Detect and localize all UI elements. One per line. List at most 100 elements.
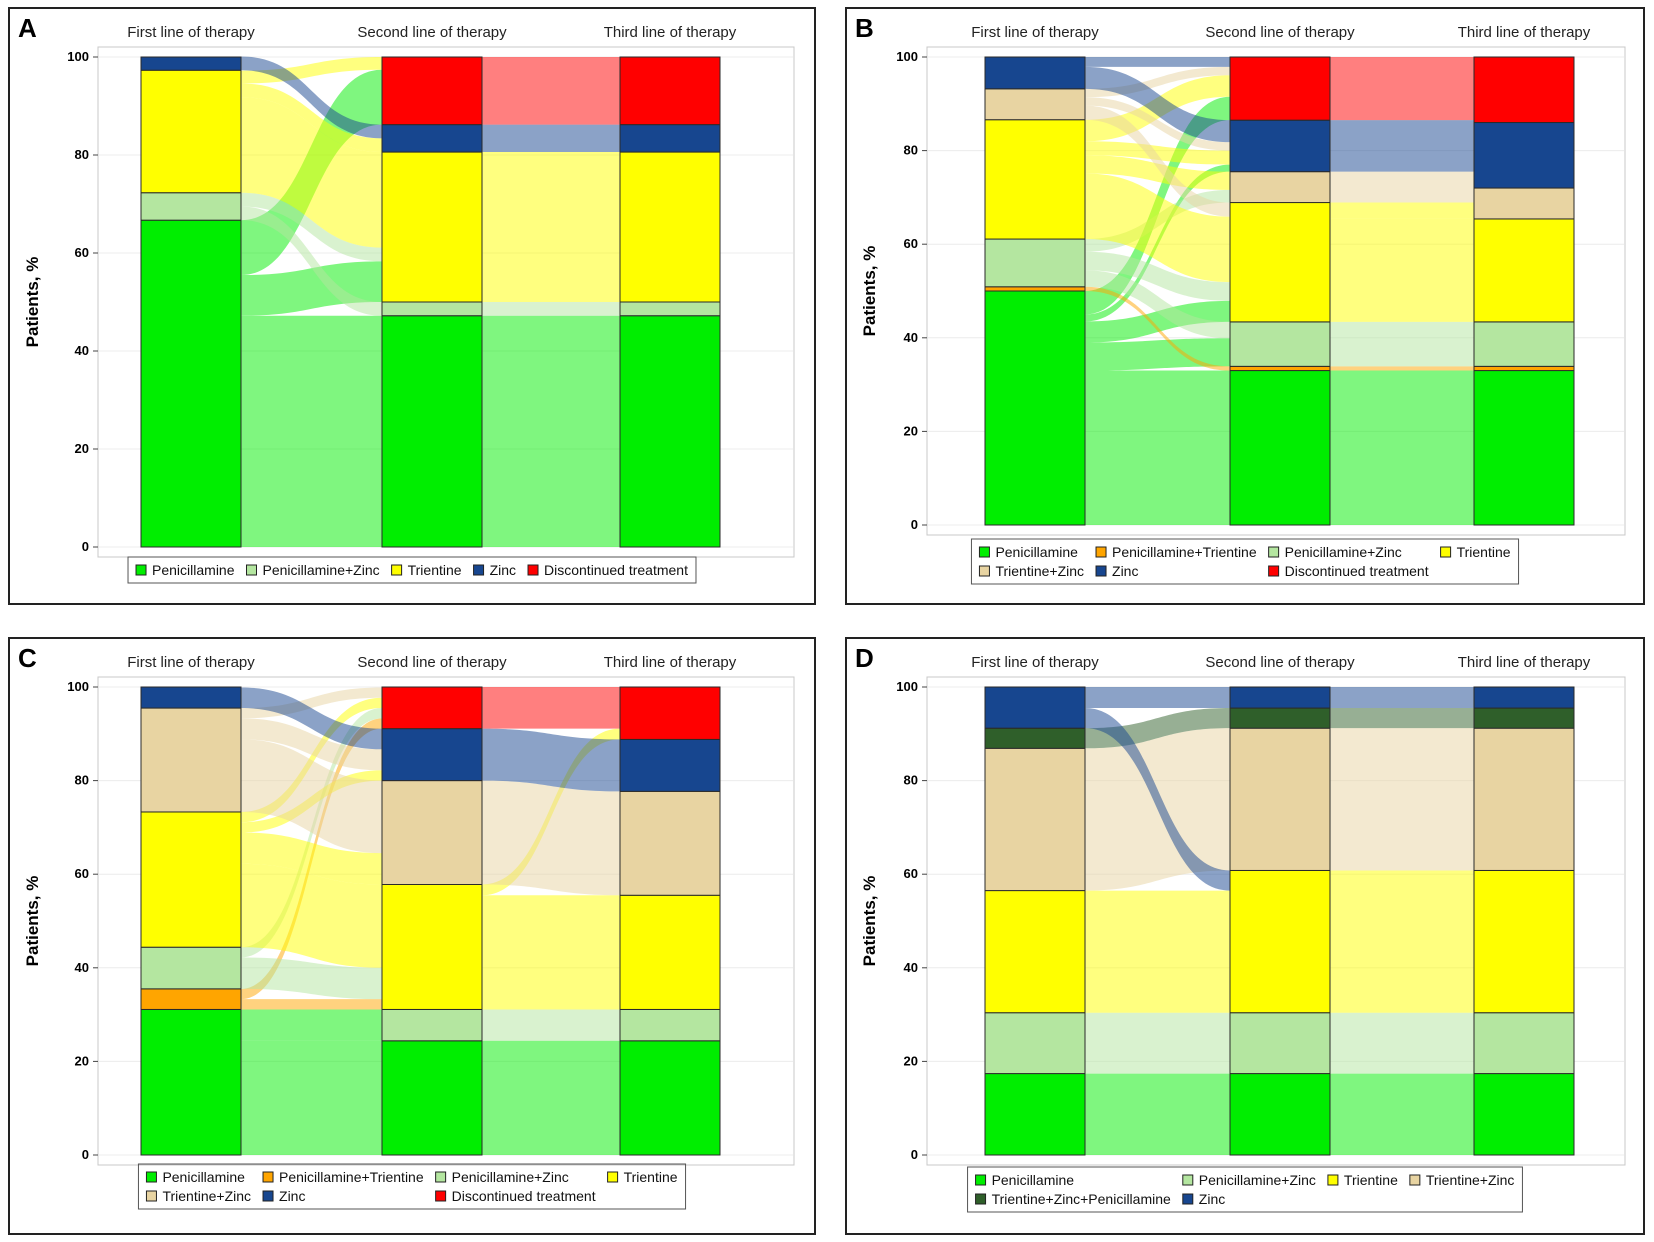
flow-trientine-zinc-penicillamine-to-trientine-zinc-penicillamine bbox=[1330, 708, 1474, 729]
bar-segment-zinc bbox=[1473, 686, 1575, 709]
flow-penicillamine-to-penicillamine bbox=[1330, 370, 1474, 525]
flow-trientine-to-trientine bbox=[1085, 890, 1230, 1013]
bar-segment-trientine-zinc bbox=[140, 707, 242, 813]
flow-trientine-to-trientine bbox=[1085, 173, 1230, 283]
bar-segment-discontinued-treatment bbox=[381, 686, 483, 730]
bar-segment-trientine-zinc-penicillamine bbox=[1229, 707, 1331, 729]
flow-penicillamine-to-penicillamine bbox=[241, 1040, 382, 1155]
panel-letter: C bbox=[18, 643, 37, 673]
legend-item: Zinc bbox=[262, 1188, 305, 1204]
column-header: Third line of therapy bbox=[604, 24, 737, 41]
bar-segment-penicillamine bbox=[1229, 370, 1331, 526]
legend-swatch bbox=[1095, 565, 1107, 577]
legend-item: Penicillamine+Zinc bbox=[246, 562, 380, 578]
bar-segment-trientine bbox=[1473, 869, 1575, 1014]
y-tick-label: 20 bbox=[75, 1053, 89, 1068]
flow-trientine-to-trientine bbox=[1330, 870, 1474, 1013]
legend-swatch bbox=[391, 564, 403, 576]
flow-zinc-to-discontinued-treatment bbox=[1085, 57, 1230, 67]
legend-item: Trientine bbox=[607, 1169, 678, 1185]
flow-penicillamine-zinc-to-penicillamine-zinc bbox=[1085, 1012, 1230, 1074]
flow-penicillamine-zinc-to-trientine bbox=[241, 957, 382, 1000]
flow-penicillamine-trientine-to-penicillamine-trientine bbox=[1330, 366, 1474, 371]
bar-stack bbox=[984, 686, 1086, 1156]
legend-label: Discontinued treatment bbox=[452, 1188, 596, 1204]
bar-segment-trientine-zinc bbox=[619, 790, 721, 896]
bar-stack bbox=[984, 56, 1086, 526]
bar-segment-trientine bbox=[140, 811, 242, 948]
legend-label: Penicillamine+Zinc bbox=[1199, 1172, 1316, 1188]
legend-item: Zinc bbox=[1182, 1191, 1225, 1207]
bar-segment-penicillamine bbox=[619, 315, 721, 548]
column-header: Third line of therapy bbox=[604, 654, 737, 671]
legend-swatch bbox=[1182, 1174, 1194, 1186]
flow-penicillamine-to-penicillamine bbox=[482, 1040, 620, 1155]
y-tick-label: 0 bbox=[82, 1147, 89, 1162]
flow-penicillamine-to-penicillamine bbox=[1085, 1073, 1230, 1155]
flow-zinc-to-zinc bbox=[1330, 687, 1474, 709]
legend-frame bbox=[970, 538, 1520, 585]
bar-segment-penicillamine bbox=[1229, 1073, 1331, 1156]
panel-letter: A bbox=[18, 13, 37, 43]
flow-trientine-to-discontinued-treatment bbox=[241, 697, 382, 823]
legend-swatch bbox=[975, 1174, 987, 1186]
flow-trientine-zinc-to-zinc bbox=[1085, 97, 1230, 151]
y-axis-title: Patients, % bbox=[23, 257, 42, 348]
bar-segment-trientine bbox=[140, 69, 242, 194]
bar-segment-trientine bbox=[984, 119, 1086, 240]
legend-item: Trientine bbox=[1327, 1172, 1398, 1188]
bar-segment-zinc bbox=[381, 728, 483, 782]
legend-swatch bbox=[262, 1190, 274, 1202]
legend-item: Discontinued treatment bbox=[435, 1188, 596, 1204]
legend-label: Penicillamine+Trientine bbox=[1112, 544, 1257, 560]
legend: Penicillamine Penicillamine+Trientine Peni… bbox=[970, 538, 1520, 585]
y-tick-label: 60 bbox=[75, 245, 89, 260]
y-tick-label: 20 bbox=[904, 1053, 918, 1068]
legend-swatch bbox=[435, 1190, 447, 1202]
bar-segment-penicillamine-trientine bbox=[984, 286, 1086, 292]
legend-label: Penicillamine bbox=[992, 1172, 1075, 1188]
legend-frame bbox=[127, 556, 697, 584]
legend-item: Trientine+Zinc bbox=[145, 1188, 251, 1204]
legend-item: Penicillamine+Zinc bbox=[1182, 1172, 1316, 1188]
legend-label: Trientine+Zinc bbox=[162, 1188, 251, 1204]
y-tick-label: 20 bbox=[75, 441, 89, 456]
flow-zinc-to-zinc bbox=[1330, 122, 1474, 172]
bar-stack bbox=[1229, 686, 1331, 1156]
legend-swatch bbox=[975, 1193, 987, 1205]
panel-letter: B bbox=[855, 13, 874, 43]
bar-segment-trientine bbox=[1229, 869, 1331, 1014]
legend-item: Penicillamine bbox=[145, 1169, 245, 1185]
legend-label: Trientine+Zinc+Penicillamine bbox=[992, 1191, 1171, 1207]
legend-swatch bbox=[262, 1171, 274, 1183]
bar-segment-penicillamine-zinc bbox=[381, 301, 483, 317]
legend: Penicillamine Penicillamine+Zinc Trientine… bbox=[127, 556, 697, 584]
bar-segment-discontinued-treatment bbox=[1229, 56, 1331, 121]
bar-segment-penicillamine bbox=[381, 315, 483, 548]
bar-segment-trientine-zinc bbox=[1229, 171, 1331, 204]
y-tick-label: 80 bbox=[904, 143, 918, 158]
bar-stack bbox=[1473, 686, 1575, 1156]
flow-penicillamine-to-penicillamine bbox=[1085, 370, 1230, 525]
legend-swatch bbox=[1268, 565, 1280, 577]
flow-trientine-zinc-to-zinc bbox=[241, 718, 382, 771]
legend-label: Penicillamine+Zinc bbox=[452, 1169, 569, 1185]
flow-zinc-to-zinc bbox=[1085, 66, 1230, 143]
legend-swatch bbox=[978, 546, 990, 558]
y-axis-title: Patients, % bbox=[23, 876, 42, 967]
legend-swatch bbox=[473, 564, 485, 576]
bar-segment-zinc bbox=[1473, 122, 1575, 189]
y-tick-label: 100 bbox=[896, 679, 918, 694]
bar-segment-zinc bbox=[381, 124, 483, 153]
flow-ribbons bbox=[241, 56, 620, 547]
legend-swatch bbox=[135, 564, 147, 576]
legend-item: Trientine+Zinc bbox=[978, 563, 1084, 579]
column-header: Second line of therapy bbox=[1205, 654, 1355, 671]
flow-penicillamine-trientine-to-penicillamine-trientine bbox=[1085, 286, 1230, 371]
legend-label: Penicillamine bbox=[162, 1169, 245, 1185]
legend-frame bbox=[137, 1163, 687, 1210]
legend-frame bbox=[967, 1166, 1523, 1213]
flow-discontinued-treatment-to-discontinued-treatment bbox=[482, 687, 620, 729]
bar-segment-penicillamine-zinc bbox=[140, 946, 242, 990]
legend-label: Trientine bbox=[624, 1169, 678, 1185]
